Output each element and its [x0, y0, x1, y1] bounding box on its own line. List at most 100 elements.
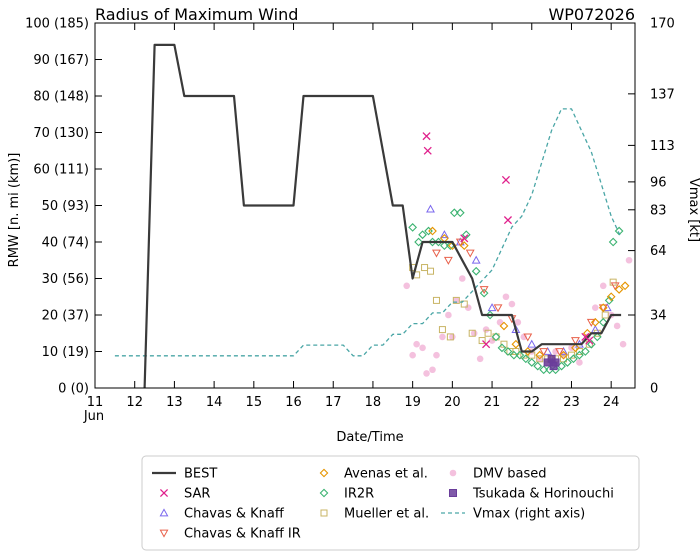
chavas-knaff-ir-point [610, 282, 620, 291]
sar-point-stroke [581, 332, 590, 341]
mueller-et-al-point [567, 351, 575, 359]
ir2r-point [533, 361, 543, 371]
storm-id: WP072026 [548, 5, 635, 24]
sar-point [422, 132, 431, 141]
ir2r-point [471, 266, 481, 276]
chavas-knaff-ir-point [479, 286, 489, 295]
sar-point-stroke [585, 336, 594, 345]
best-line [143, 43, 622, 389]
avenas-et-al-point [499, 321, 509, 331]
dmv-based-point [508, 300, 516, 308]
legend-label-mueller-et-al: Mueller et al. [344, 507, 429, 522]
dmv-based-point [613, 322, 621, 330]
dmv-based-point [423, 370, 430, 377]
dmv-based-point [625, 256, 633, 264]
chavas-knaff-point [527, 339, 537, 348]
chavas-knaff-point [426, 204, 435, 213]
ir2r-point [598, 317, 608, 327]
x-tick-label: 23 [563, 395, 580, 410]
ir2r-point [424, 226, 433, 236]
avenas-et-al-point [559, 350, 568, 360]
legend-swatch-avenas-et-al [319, 468, 329, 478]
dmv-based-point [464, 304, 472, 312]
y-tick-label: 90 (167) [33, 53, 89, 68]
sar-point-stroke [482, 340, 491, 349]
legend-swatch-dmv-based [449, 469, 457, 477]
ir2r-point [575, 350, 584, 360]
ir2r-point [515, 350, 525, 360]
x-tick-label: 24 [603, 395, 620, 410]
ir2r-point [569, 354, 578, 364]
legend-label-chavas-knaff: Chavas & Knaff [184, 507, 285, 522]
x-tick-label: 12 [126, 395, 143, 410]
avenas-et-al-point [511, 339, 521, 349]
y2-tick-label: 83 [650, 203, 667, 218]
y-tick-label: 30 (56) [42, 272, 89, 287]
chavas-knaff-ir-point [443, 256, 453, 265]
axes: 11 12 13 14 15 16 17 18 19 20 21 22 23 24 0 (0) 10 (19)… [25, 17, 675, 411]
avenas-et-al-point [523, 347, 533, 356]
dmv-based-point [576, 359, 583, 366]
legend-swatch-tsukada-horinouchi [449, 489, 457, 497]
ir2r-point [521, 354, 531, 364]
x-tick-label: 20 [444, 395, 461, 410]
legend-swatch-mueller-et-al [320, 509, 328, 517]
dmv-based-point [476, 355, 484, 363]
legend-label-vmax-right-axis: Vmax (right axis) [473, 507, 585, 522]
avenas-et-al-point [590, 317, 600, 327]
chavas-knaff-point [439, 230, 449, 239]
ir2r-point [608, 237, 618, 247]
avenas-et-al-point [598, 303, 608, 313]
mueller-et-al-point [438, 326, 446, 334]
avenas-et-al-point [614, 285, 624, 294]
x-tick-label: 18 [365, 395, 382, 410]
dmv-based-point [445, 311, 452, 319]
y2-tick-label: 170 [650, 17, 675, 32]
legend-label-best: BEST [184, 467, 217, 482]
y2-tick-label: 0 [650, 382, 658, 397]
y-tick-label: 50 (93) [42, 199, 89, 214]
ir2r-point [563, 358, 572, 367]
series-layer [114, 43, 633, 389]
y2-tick-label: 137 [650, 87, 675, 102]
y2-tick-label: 113 [650, 139, 675, 154]
ir2r-point [461, 230, 471, 240]
x-tick-label: 11 [87, 395, 104, 410]
legend-swatch-sar [159, 488, 169, 498]
plot-frame [94, 22, 636, 389]
sar-point [503, 216, 513, 225]
dmv-based-point [403, 282, 410, 290]
ir2r-point [455, 208, 465, 218]
ir2r-point [580, 347, 590, 356]
chavas-knaff-ir-point [523, 333, 533, 342]
dmv-based-point [502, 293, 510, 301]
ir2r-point [418, 230, 427, 240]
legend-label-tsukada-horinouchi: Tsukada & Horinouchi [472, 487, 614, 502]
tsukada-horinouchi-series [543, 354, 560, 371]
sar-point-stroke [501, 175, 511, 185]
sar-series [422, 132, 594, 349]
mueller-et-al-point [452, 296, 460, 304]
chavas-knaff-ir-point [455, 238, 465, 247]
ir2r-point [509, 350, 519, 360]
chart-title: Radius of Maximum Wind [95, 5, 298, 24]
legend-label-ir2r: IR2R [344, 487, 374, 502]
ir2r-point [428, 237, 437, 247]
dmv-based-point [449, 333, 456, 341]
legend-label-dmv-based: DMV based [473, 467, 547, 482]
ir2r-point [479, 288, 489, 298]
tsukada-horinouchi-point [549, 362, 558, 371]
y-axis-label: RMW [n. mi (km)] [7, 153, 22, 268]
dmv-based-point [439, 333, 446, 341]
dmv-based-point [419, 344, 426, 352]
ir2r-point [414, 237, 423, 247]
dmv-based-point [429, 366, 436, 374]
chavas-knaff-point [487, 303, 497, 312]
avenas-et-al-point [620, 281, 630, 291]
dmv-based-point [409, 351, 416, 359]
dmv-based-point [413, 340, 420, 348]
chavas-knaff-ir-point [465, 249, 475, 258]
y-tick-label: 60 (111) [33, 163, 89, 178]
chavas-knaff-ir-point [432, 249, 441, 258]
